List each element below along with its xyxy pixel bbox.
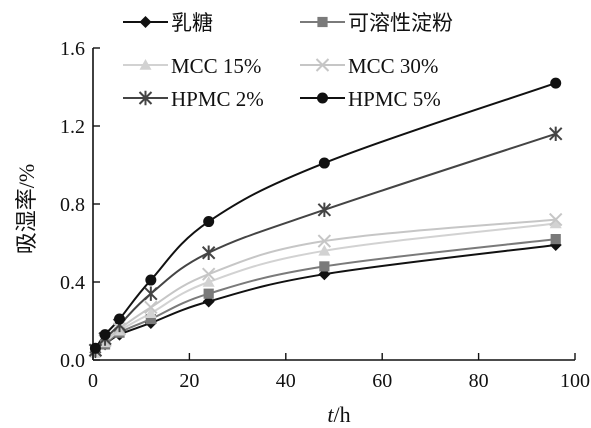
x-axis-title: t/h (327, 402, 350, 427)
y-tick-label: 0.4 (60, 272, 85, 294)
square-marker (145, 313, 156, 325)
circle-marker (145, 274, 157, 286)
y-tick-label: 1.2 (60, 116, 85, 138)
y-tick-label: 1.6 (60, 38, 85, 60)
triangle-marker (144, 307, 157, 318)
asterisk-marker (201, 245, 216, 260)
cross-marker (549, 212, 563, 227)
x-axis-ticks: 0 20 40 60 80 100 (88, 353, 590, 392)
x-tick-label: 100 (560, 370, 590, 392)
legend-label: HPMC 5% (348, 87, 441, 111)
series-markers (88, 77, 563, 359)
square-marker (550, 234, 561, 245)
asterisk-marker (549, 126, 563, 141)
square-marker (319, 261, 330, 272)
cross-marker (317, 234, 332, 248)
y-tick-label: 0.0 (60, 350, 85, 372)
asterisk-marker (138, 90, 153, 106)
y-axis-ticks: 0.0 0.4 0.8 1.2 1.6 (60, 38, 100, 372)
square-marker (203, 288, 214, 299)
series-line (94, 238, 556, 353)
cross-marker (144, 300, 158, 315)
series-line (94, 82, 557, 349)
circle-marker (99, 329, 111, 341)
x-axis-title-var: t (327, 402, 334, 427)
x-tick-label: 60 (372, 370, 392, 392)
x-tick-label: 80 (469, 370, 489, 392)
triangle-marker (549, 217, 562, 229)
legend-label: 可溶性淀粉 (348, 11, 453, 35)
circle-marker (114, 313, 126, 325)
legend-label: HPMC 2% (171, 87, 264, 111)
circle-marker (318, 157, 330, 169)
legend-label: MCC 15% (171, 54, 261, 78)
circle-marker (89, 342, 101, 354)
plot-area (88, 77, 563, 359)
legend-label: MCC 30% (348, 54, 438, 78)
asterisk-marker (144, 286, 158, 301)
cross-marker (201, 267, 216, 281)
triangle-marker (202, 276, 215, 287)
asterisk-marker (317, 202, 332, 218)
circle-marker (203, 216, 215, 228)
x-tick-label: 40 (276, 370, 296, 392)
x-axis-title-unit: /h (334, 402, 351, 427)
circle-marker (317, 92, 328, 104)
y-axis-title: 吸湿率/% (14, 164, 39, 254)
diamond-marker (139, 16, 152, 28)
triangle-marker (318, 244, 331, 256)
x-tick-label: 20 (179, 370, 199, 392)
square-marker (317, 16, 328, 28)
legend: 乳糖 可溶性淀粉 MCC 15% MCC 30% HPMC 2% HPMC 5% (123, 11, 453, 111)
circle-marker (550, 77, 562, 89)
triangle-marker (139, 59, 152, 70)
cross-marker (315, 58, 330, 72)
series-lines (94, 82, 557, 353)
legend-label: 乳糖 (171, 11, 213, 35)
axes: 0 20 40 60 80 100 0.0 0.4 0.8 1.2 1.6 (60, 38, 590, 392)
x-tick-label: 0 (88, 370, 98, 392)
y-tick-label: 0.8 (60, 194, 85, 216)
